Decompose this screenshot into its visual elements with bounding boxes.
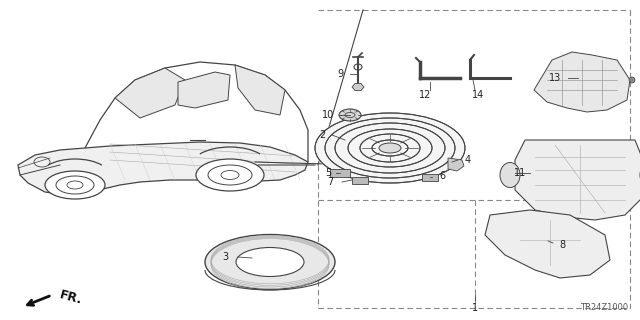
Polygon shape: [448, 158, 464, 171]
Polygon shape: [352, 84, 364, 91]
Polygon shape: [115, 68, 185, 118]
Polygon shape: [534, 52, 630, 112]
Ellipse shape: [339, 109, 361, 121]
Text: 12: 12: [419, 90, 431, 100]
Text: 8: 8: [559, 240, 565, 250]
Ellipse shape: [379, 143, 401, 153]
Text: 13: 13: [549, 73, 561, 83]
Polygon shape: [18, 142, 308, 195]
Text: TR24Z1000: TR24Z1000: [580, 303, 628, 312]
Text: 6: 6: [439, 171, 445, 181]
Polygon shape: [422, 174, 438, 181]
Polygon shape: [352, 177, 368, 184]
Text: 4: 4: [465, 155, 471, 165]
Polygon shape: [235, 65, 285, 115]
Polygon shape: [515, 140, 640, 220]
Text: FR.: FR.: [58, 289, 84, 307]
Polygon shape: [178, 72, 230, 108]
Polygon shape: [330, 169, 350, 177]
Text: 9: 9: [337, 69, 343, 79]
Polygon shape: [485, 210, 610, 278]
Ellipse shape: [205, 235, 335, 290]
Text: 2: 2: [319, 130, 325, 140]
Ellipse shape: [236, 247, 304, 276]
Ellipse shape: [629, 77, 635, 83]
Text: 5: 5: [325, 168, 331, 178]
Text: 11: 11: [514, 168, 526, 178]
Text: 14: 14: [472, 90, 484, 100]
Ellipse shape: [196, 159, 264, 191]
Text: 1: 1: [472, 303, 478, 313]
Text: 10: 10: [322, 110, 334, 120]
Ellipse shape: [314, 112, 466, 184]
Text: 3: 3: [222, 252, 228, 262]
Text: 7: 7: [327, 177, 333, 187]
Ellipse shape: [500, 163, 520, 188]
Ellipse shape: [45, 171, 105, 199]
